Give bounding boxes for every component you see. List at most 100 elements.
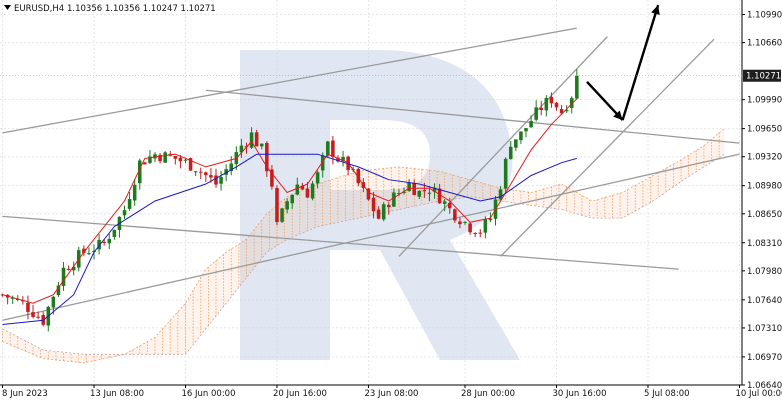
bull-candle — [153, 154, 157, 159]
bull-candle — [71, 266, 76, 271]
time-tick-label: 10 Jul 00:00 — [735, 389, 782, 399]
bull-candle — [107, 238, 112, 244]
price-tick-label: 1.07640 — [747, 296, 782, 306]
bull-candle — [407, 182, 411, 192]
bull-candle — [259, 143, 264, 147]
bear-candle — [173, 156, 178, 159]
bull-candle — [483, 219, 488, 233]
bull-candle — [503, 158, 508, 189]
bear-candle — [336, 157, 340, 162]
bear-candle — [366, 188, 371, 200]
trend-line-upper-channel-top[interactable] — [2, 27, 577, 134]
bull-candle — [326, 141, 330, 156]
bear-candle — [412, 182, 416, 196]
current-price-box — [743, 69, 781, 82]
price-axis[interactable]: 1.10990 1.10660 1.09990 1.09650 1.09320 1.089… — [742, 10, 782, 391]
price-tick-label: 1.08980 — [747, 182, 782, 192]
bull-candle — [280, 208, 284, 222]
bull-candle — [183, 159, 188, 161]
trend-line-descending-bottom[interactable] — [2, 215, 679, 270]
bull-candle — [488, 218, 493, 221]
bull-candle — [127, 199, 132, 209]
time-axis[interactable]: 8 Jun 2023 13 Jun 08:00 16 Jun 00:00 20 Jun… — [2, 385, 782, 399]
watermark-shape — [240, 50, 520, 360]
bull-candle — [229, 163, 234, 171]
bull-candle — [564, 109, 569, 112]
price-tick-label: 1.10990 — [747, 10, 782, 20]
arrowhead-icon — [613, 110, 623, 121]
senkou-span-b — [2, 153, 725, 355]
price-tick-label: 1.06970 — [747, 353, 782, 363]
bear-candle — [198, 171, 203, 173]
tenkan-sen-line — [2, 98, 578, 304]
bull-candle — [163, 152, 167, 163]
trend-line-rising-channel-lower[interactable] — [500, 38, 715, 257]
time-tick-label: 23 Jun 08:00 — [364, 389, 418, 399]
bear-candle — [188, 158, 193, 171]
bear-candle — [468, 223, 472, 233]
bear-candle — [453, 209, 457, 221]
price-tick-label: 1.08310 — [747, 239, 782, 249]
forecast-arrow-shaft — [621, 4, 660, 121]
symbol-timeframe: EURUSD,H4 — [14, 4, 64, 14]
current-price-text: 1.10271 — [746, 72, 781, 82]
bear-candle — [270, 169, 274, 187]
bear-candle — [305, 188, 310, 198]
bear-candle — [447, 202, 452, 209]
bull-candle — [514, 139, 518, 148]
bear-candle — [559, 109, 564, 114]
bull-candle — [534, 107, 538, 120]
bull-candle — [239, 145, 244, 153]
bull-candle — [442, 201, 447, 204]
price-tick-label: 1.07310 — [747, 324, 782, 334]
bear-candle — [478, 232, 483, 234]
price-tick-label: 1.09990 — [747, 96, 782, 106]
kijun-sen-line — [2, 153, 577, 325]
bear-candle — [36, 316, 40, 318]
bear-candle — [458, 221, 462, 225]
bull-candle — [508, 146, 513, 160]
bear-candle — [422, 190, 427, 192]
bull-candle — [10, 297, 15, 299]
bull-candle — [112, 229, 117, 238]
time-tick-label: 5 Jul 08:00 — [644, 389, 690, 399]
bear-candle — [437, 188, 442, 204]
trend-line-lower-channel-bottom[interactable] — [2, 153, 740, 321]
bull-candle — [529, 121, 533, 128]
candles — [0, 69, 579, 332]
bull-candle — [148, 156, 152, 163]
bull-candle — [87, 253, 91, 255]
bear-candle — [214, 175, 218, 185]
trend-lines — [2, 27, 740, 321]
bull-candle — [524, 128, 528, 132]
forecast-arrows — [586, 4, 660, 121]
price-tick-label: 1.09650 — [747, 125, 782, 135]
bull-candle — [290, 194, 295, 204]
bear-candle — [21, 300, 25, 302]
bull-candle — [61, 267, 66, 286]
price-tick-label: 1.06640 — [747, 381, 782, 391]
trend-line-descending-top[interactable] — [205, 89, 740, 144]
ichimoku-lines — [2, 98, 578, 325]
bull-candle — [285, 201, 289, 210]
trend-line-rising-channel-upper[interactable] — [398, 36, 608, 257]
bear-candle — [31, 312, 35, 317]
bear-candle — [376, 209, 381, 219]
time-tick-label: 28 Jun 00:00 — [461, 389, 515, 399]
price-tick-label: 1.08650 — [747, 210, 782, 220]
bear-candle — [265, 142, 269, 172]
bull-candle — [219, 176, 223, 184]
bull-candle — [310, 183, 315, 199]
bear-candle — [371, 197, 376, 212]
time-tick-label: 16 Jun 00:00 — [182, 389, 236, 399]
time-tick-label: 30 Jun 16:00 — [553, 389, 607, 399]
current-price-marker: 1.10271 — [0, 69, 781, 82]
time-tick-label: 8 Jun 2023 — [2, 389, 48, 399]
price-tick-label: 1.09320 — [747, 153, 782, 163]
bear-candle — [331, 140, 335, 158]
arrowhead-icon — [651, 5, 660, 16]
bull-candle — [544, 98, 549, 111]
triangle-down-icon[interactable] — [4, 5, 11, 10]
